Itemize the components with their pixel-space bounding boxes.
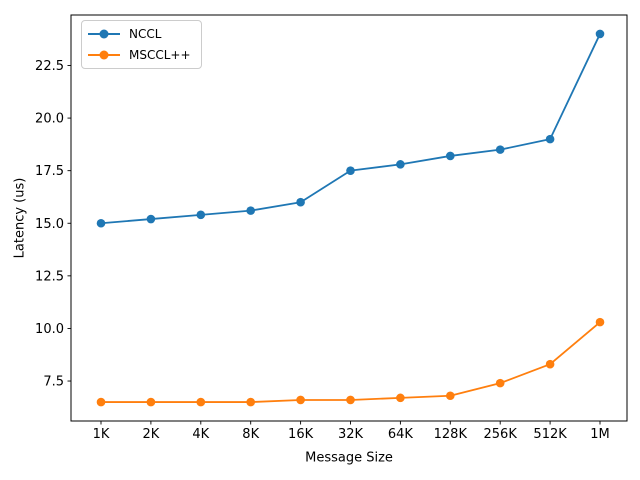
legend-line-marker-icon [88,29,120,39]
data-point-msccl-128K [446,391,455,401]
data-point-nccl-1M [595,29,605,39]
legend-entry-msccl: MSCCL++ [88,47,191,63]
x-axis-label: Message Size [305,450,393,466]
x-tick-label: 512K [533,427,567,442]
data-point-nccl-256K [495,145,505,154]
x-tick-label: 2K [143,427,160,442]
data-point-nccl-128K [446,151,455,161]
x-tick-label: 32K [338,427,364,442]
y-tick-label: 17.5 [35,164,64,179]
data-point-msccl-1M [595,317,605,327]
data-point-nccl-4K [196,210,206,220]
data-point-msccl-4K [196,397,206,407]
data-point-msccl-8K [246,397,255,407]
data-point-nccl-512K [545,134,555,144]
data-point-nccl-8K [246,206,255,215]
series-line-msccl [100,321,601,403]
data-point-nccl-32K [346,166,355,175]
x-tick-label: 64K [388,427,414,442]
y-tick-label: 10.0 [35,322,64,337]
y-tick-label: 12.5 [35,269,64,284]
legend-line-marker-icon [88,50,120,60]
legend-marker-dot [99,50,109,60]
data-point-msccl-64K [396,393,405,403]
legend-entry-nccl: NCCL [88,26,191,42]
y-tick-label: 22.5 [35,59,64,74]
x-tick-label: 256K [484,427,518,442]
x-tick-label: 4K [192,427,209,442]
x-tick-label: 1K [93,427,110,442]
data-point-msccl-16K [296,395,305,405]
x-tick-label: 16K [288,427,314,442]
data-point-msccl-512K [545,359,555,369]
data-point-msccl-32K [346,395,355,405]
axes-spines [70,14,628,422]
y-tick-label: 20.0 [35,112,64,127]
y-axis-label: Latency (us) [12,177,28,259]
x-tick-label: 1M [590,427,610,442]
legend-label-nccl: NCCL [129,27,162,41]
legend-marker-dot [99,29,109,39]
data-point-nccl-64K [396,160,405,169]
legend-label-msccl: MSCCL++ [129,48,191,62]
x-tick-label: 8K [242,427,259,442]
data-point-msccl-2K [146,397,156,407]
data-point-msccl-256K [495,378,505,388]
y-tick-label: 15.0 [35,217,64,232]
x-tick-label: 128K [434,427,468,442]
legend: NCCL MSCCL++ [81,20,202,69]
y-tick-label: 7.5 [43,375,64,390]
data-point-msccl-1K [96,397,106,407]
data-point-nccl-2K [146,214,156,224]
data-point-nccl-1K [96,218,106,228]
data-point-nccl-16K [296,197,305,207]
